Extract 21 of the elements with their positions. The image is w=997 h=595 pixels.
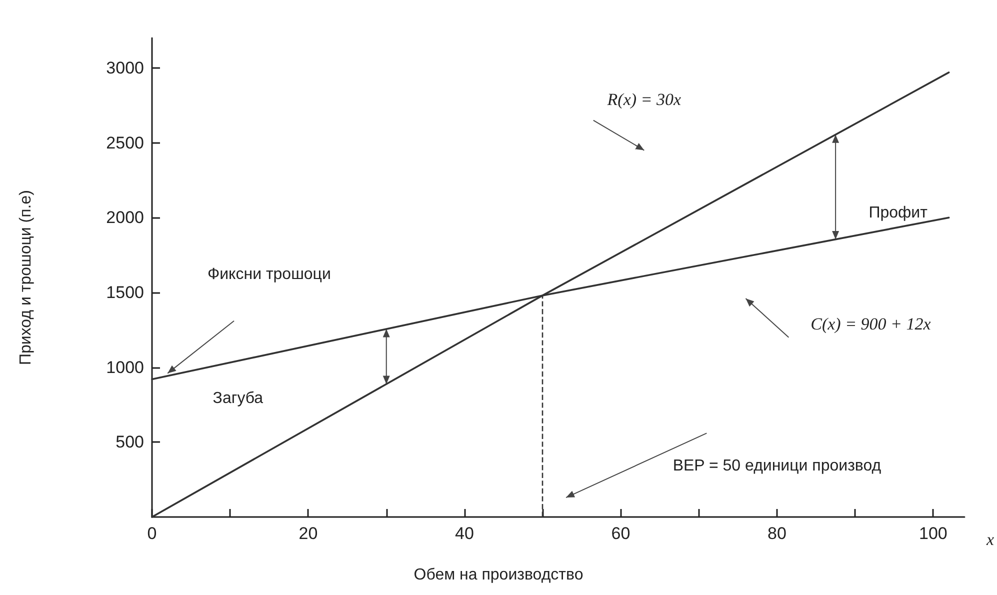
x-tick-label: 100 bbox=[919, 524, 948, 543]
annotation: Загуба bbox=[212, 390, 264, 408]
y-tick-label: 1000 bbox=[106, 358, 144, 377]
y-tick-label: 2500 bbox=[106, 133, 144, 152]
x-tick-label: 20 bbox=[298, 524, 318, 543]
y-tick-label: 1500 bbox=[106, 282, 144, 302]
x-tick-label: 40 bbox=[455, 524, 474, 543]
y-tick-label: 2000 bbox=[106, 208, 144, 228]
annotation: C(x) = 900 + 12x bbox=[810, 314, 932, 334]
y-tick-label: 3000 bbox=[106, 58, 144, 78]
x-tick-label: 0 bbox=[147, 524, 157, 543]
y-tick-label: 500 bbox=[116, 432, 144, 452]
x-tick-label: 80 bbox=[768, 524, 786, 543]
annotation: Профит bbox=[868, 204, 928, 222]
y-axis-title: Приход и трошоци (п.е) bbox=[18, 190, 34, 365]
annotation: R(x) = 30x bbox=[606, 90, 682, 109]
annotation: Фиксни трошоци bbox=[207, 266, 331, 284]
annotation: BEP = 50 единици производ bbox=[672, 458, 882, 475]
x-axis-title: Обем на производство bbox=[414, 566, 584, 584]
x-tick-label: 60 bbox=[611, 524, 630, 543]
text: x bbox=[985, 530, 994, 549]
